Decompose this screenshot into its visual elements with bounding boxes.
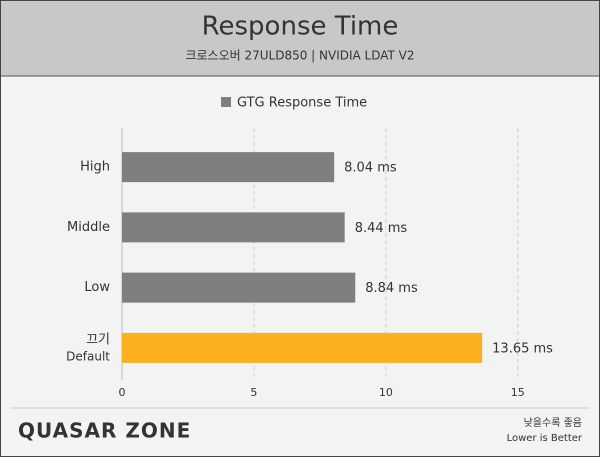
brand-logo: QUASAR ZONE (18, 419, 191, 443)
chart-title: Response Time (202, 12, 399, 42)
x-tick-label: 5 (250, 386, 257, 399)
footer-note-en: Lower is Better (507, 433, 583, 444)
y-tick-label: Middle (67, 220, 110, 235)
chart-subtitle: 크로스오버 27ULD850 | NVIDIA LDAT V2 (185, 49, 414, 63)
bar (122, 332, 483, 363)
value-label: 8.04 ms (344, 161, 397, 176)
x-tick-label: 0 (119, 386, 126, 399)
x-tick-label: 15 (511, 386, 525, 399)
x-tick-label: 10 (379, 386, 393, 399)
legend-swatch (221, 97, 231, 107)
value-label: 13.65 ms (492, 341, 553, 356)
bar (122, 152, 335, 183)
legend-label: GTG Response Time (237, 96, 367, 111)
header (1, 1, 599, 76)
y-tick-sublabel: Default (66, 349, 110, 363)
y-tick-label: Low (84, 280, 110, 295)
bar (122, 212, 345, 243)
footer-note: 낮을수록 좋음 (524, 417, 582, 429)
value-label: 8.44 ms (355, 221, 408, 236)
value-label: 8.84 ms (365, 281, 418, 296)
y-tick-label: High (80, 160, 110, 175)
y-tick-label: 끄기 (86, 332, 110, 347)
bar (122, 272, 356, 303)
